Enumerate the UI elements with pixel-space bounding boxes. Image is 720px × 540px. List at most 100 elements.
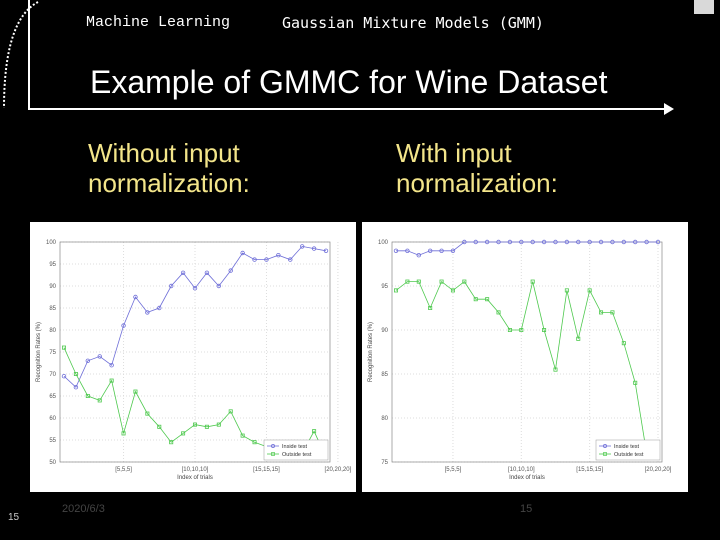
data-point bbox=[109, 378, 114, 383]
legend-label: Outside test bbox=[614, 452, 644, 458]
y-tick-label: 95 bbox=[381, 284, 388, 290]
data-point bbox=[576, 336, 581, 341]
data-point bbox=[416, 253, 421, 258]
legend-marker bbox=[271, 444, 275, 448]
y-tick-label: 75 bbox=[49, 350, 56, 356]
x-tick-label: [10,10,10] bbox=[508, 467, 535, 473]
data-point bbox=[598, 239, 604, 245]
data-point bbox=[644, 239, 649, 245]
data-point bbox=[485, 297, 490, 302]
data-point bbox=[311, 246, 317, 251]
data-point bbox=[553, 367, 558, 372]
data-point bbox=[97, 354, 102, 359]
y-tick-label: 50 bbox=[49, 460, 56, 466]
data-point bbox=[621, 239, 627, 245]
y-tick-label: 90 bbox=[49, 284, 56, 290]
y-tick-label: 90 bbox=[381, 328, 388, 334]
data-point bbox=[97, 398, 102, 403]
y-axis-label: Recognition Rates (%) bbox=[36, 322, 42, 382]
data-point bbox=[473, 239, 478, 245]
y-tick-label: 55 bbox=[49, 438, 56, 444]
data-point bbox=[61, 373, 67, 379]
course-title: Machine Learning bbox=[86, 14, 231, 31]
x-axis-label: Index of trials bbox=[509, 475, 545, 481]
data-point bbox=[428, 306, 433, 311]
data-point bbox=[204, 424, 209, 429]
chart-without-normalization: 100 95 90 85 80 75 70 65 60 55 50 [5,5,5] [10,10,10]… bbox=[30, 222, 356, 492]
page-number: 15 bbox=[520, 503, 533, 515]
data-point bbox=[121, 431, 126, 436]
plot-frame bbox=[391, 241, 663, 463]
data-point bbox=[405, 279, 410, 284]
data-point bbox=[180, 270, 186, 275]
data-point bbox=[507, 328, 512, 333]
header-divider bbox=[28, 108, 668, 110]
data-point bbox=[288, 257, 293, 262]
x-tick-label: [20,20,20] bbox=[645, 467, 672, 473]
data-point bbox=[240, 433, 245, 438]
slide-title: Example of GMMC for Wine Dataset bbox=[90, 64, 608, 100]
y-tick-label: 80 bbox=[49, 328, 56, 334]
data-point bbox=[299, 244, 305, 249]
series-line-inside-test bbox=[396, 241, 658, 256]
y-axis-label: Recognition Rates (%) bbox=[368, 322, 374, 382]
slide-number: 15 bbox=[8, 512, 20, 523]
data-point bbox=[85, 358, 91, 363]
topic-title: Gaussian Mixture Models (GMM) bbox=[282, 14, 544, 32]
data-point bbox=[473, 297, 478, 302]
data-point bbox=[507, 239, 513, 245]
x-tick-label: [20,20,20] bbox=[325, 467, 352, 473]
data-point bbox=[553, 239, 558, 245]
data-point bbox=[496, 239, 501, 245]
y-tick-label: 65 bbox=[49, 394, 56, 400]
legend-box bbox=[263, 439, 329, 461]
chart-svg-right: 100 95 90 85 80 75 [5,5,5] [10,10,10] [15,15,15]… bbox=[368, 239, 672, 481]
data-point bbox=[519, 328, 524, 333]
data-point bbox=[73, 371, 78, 376]
data-point bbox=[564, 239, 570, 245]
data-point bbox=[462, 279, 467, 284]
data-point bbox=[416, 279, 421, 284]
data-point bbox=[181, 431, 186, 436]
data-point bbox=[133, 294, 138, 300]
series-line-outside-test bbox=[395, 280, 659, 458]
y-tick-label: 100 bbox=[378, 240, 389, 246]
data-point bbox=[496, 310, 501, 315]
data-point bbox=[530, 279, 535, 284]
data-point bbox=[564, 288, 569, 293]
data-point bbox=[323, 248, 329, 253]
series-line-inside-test bbox=[63, 245, 327, 388]
data-point bbox=[655, 239, 661, 245]
data-point bbox=[541, 239, 547, 245]
legend-marker bbox=[603, 452, 607, 456]
data-point bbox=[427, 248, 433, 253]
data-point bbox=[576, 239, 581, 245]
slide-date: 2020/6/3 bbox=[62, 503, 105, 515]
y-tick-label: 85 bbox=[381, 372, 388, 378]
legend-label: Inside test bbox=[282, 444, 308, 450]
data-point bbox=[204, 270, 210, 275]
chart-svg-left: 100 95 90 85 80 75 70 65 60 55 50 [5,5,5] [10,10,10]… bbox=[36, 240, 352, 481]
data-point bbox=[587, 239, 592, 245]
data-point bbox=[264, 257, 269, 262]
data-point bbox=[484, 239, 490, 245]
data-point bbox=[216, 422, 221, 427]
data-point bbox=[240, 250, 245, 256]
data-point bbox=[252, 440, 257, 445]
data-point bbox=[610, 310, 615, 315]
y-tick-label: 75 bbox=[381, 460, 388, 466]
legend-label: Outside test bbox=[282, 452, 312, 458]
left-subtitle: Without input normalization: bbox=[88, 138, 250, 198]
y-tick-label: 60 bbox=[49, 416, 56, 422]
data-point bbox=[252, 257, 257, 262]
x-tick-label: [5,5,5] bbox=[115, 467, 132, 473]
data-point bbox=[519, 239, 524, 245]
data-point bbox=[621, 341, 626, 346]
legend-marker bbox=[271, 452, 275, 456]
y-tick-label: 85 bbox=[49, 306, 56, 312]
data-point bbox=[157, 424, 162, 429]
right-subtitle: With input normalization: bbox=[396, 138, 558, 198]
data-point bbox=[276, 253, 281, 258]
x-tick-label: [15,15,15] bbox=[253, 467, 280, 473]
data-point bbox=[542, 328, 547, 333]
